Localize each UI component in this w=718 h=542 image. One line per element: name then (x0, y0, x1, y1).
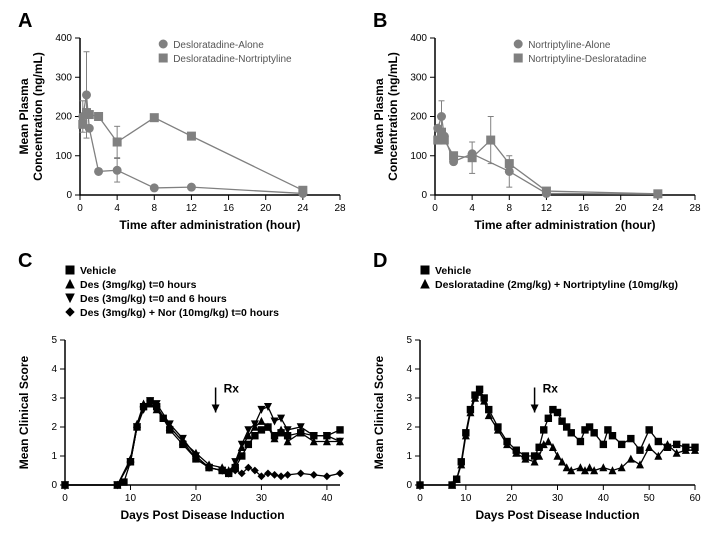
svg-text:8: 8 (152, 203, 158, 214)
panel-d: D 0 10 20 30 40 50 60 0 1 2 3 4 5 Days Post Disease I… (365, 250, 710, 530)
svg-text:0: 0 (62, 493, 68, 504)
svg-text:Des (3mg/kg) + Nor (10mg/kg) t: Des (3mg/kg) + Nor (10mg/kg) t=0 hours (80, 307, 279, 319)
svg-text:Rx: Rx (224, 382, 240, 396)
svg-text:12: 12 (541, 203, 553, 214)
svg-text:0: 0 (421, 190, 427, 201)
svg-text:Vehicle: Vehicle (435, 265, 471, 277)
svg-text:Concentration (ng/mL): Concentration (ng/mL) (386, 52, 400, 181)
svg-text:20: 20 (506, 493, 518, 504)
svg-text:400: 400 (55, 33, 72, 44)
svg-text:Time after administration (hou: Time after administration (hour) (474, 218, 655, 232)
svg-text:Des (3mg/kg) t=0 hours: Des (3mg/kg) t=0 hours (80, 279, 197, 291)
panel-b-chart: 0 4 8 12 16 20 24 28 0 100 200 300 400 Time after adm… (365, 10, 710, 240)
svg-text:4: 4 (51, 364, 57, 375)
svg-text:10: 10 (125, 493, 137, 504)
svg-text:Desloratadine-Alone: Desloratadine-Alone (173, 40, 264, 51)
svg-text:20: 20 (260, 203, 272, 214)
svg-text:200: 200 (410, 112, 427, 123)
svg-text:3: 3 (51, 393, 57, 404)
svg-text:20: 20 (190, 493, 202, 504)
svg-text:Desloratadine-Nortriptyline: Desloratadine-Nortriptyline (173, 54, 292, 65)
svg-text:300: 300 (410, 72, 427, 83)
svg-text:12: 12 (186, 203, 198, 214)
svg-text:10: 10 (460, 493, 472, 504)
panel-c: C 0 10 20 30 40 0 1 2 3 4 5 Days Post Disease Induc… (10, 250, 355, 530)
svg-text:200: 200 (55, 112, 72, 123)
svg-text:0: 0 (432, 203, 438, 214)
svg-text:2: 2 (51, 422, 57, 433)
svg-text:Time after administration (hou: Time after administration (hour) (119, 218, 300, 232)
svg-text:100: 100 (55, 151, 72, 162)
svg-text:30: 30 (552, 493, 564, 504)
svg-text:24: 24 (652, 203, 664, 214)
svg-text:8: 8 (507, 203, 513, 214)
svg-text:300: 300 (55, 72, 72, 83)
panel-d-label: D (373, 250, 387, 273)
svg-text:Vehicle: Vehicle (80, 265, 116, 277)
svg-text:16: 16 (223, 203, 235, 214)
svg-text:400: 400 (410, 33, 427, 44)
svg-text:0: 0 (51, 480, 57, 491)
svg-text:Rx: Rx (543, 382, 559, 396)
svg-text:Nortriptyline-Alone: Nortriptyline-Alone (528, 40, 611, 51)
svg-text:16: 16 (578, 203, 590, 214)
svg-text:Nortriptyline-Desloratadine: Nortriptyline-Desloratadine (528, 54, 647, 65)
panel-c-label: C (18, 250, 32, 273)
svg-text:Days Post Disease Induction: Days Post Disease Induction (475, 508, 639, 522)
svg-text:40: 40 (598, 493, 610, 504)
svg-text:0: 0 (77, 203, 83, 214)
svg-text:0: 0 (406, 480, 412, 491)
svg-text:24: 24 (297, 203, 309, 214)
svg-text:0: 0 (66, 190, 72, 201)
svg-text:28: 28 (334, 203, 346, 214)
svg-text:Desloratadine (2mg/kg) + Nortr: Desloratadine (2mg/kg) + Nortriptyline (… (435, 279, 678, 291)
svg-text:Days Post Disease Induction: Days Post Disease Induction (120, 508, 284, 522)
svg-text:60: 60 (689, 493, 701, 504)
svg-text:Mean Plasma: Mean Plasma (372, 78, 386, 154)
panel-a-label: A (18, 10, 32, 33)
svg-text:2: 2 (406, 422, 412, 433)
svg-text:Mean Clinical Score: Mean Clinical Score (372, 355, 386, 469)
panel-d-chart: 0 10 20 30 40 50 60 0 1 2 3 4 5 Days Post Disease Ind… (365, 250, 710, 530)
svg-text:1: 1 (406, 451, 412, 462)
svg-text:Concentration (ng/mL): Concentration (ng/mL) (31, 52, 45, 181)
panel-c-chart: 0 10 20 30 40 0 1 2 3 4 5 Days Post Disease Inducti… (10, 250, 355, 530)
svg-text:0: 0 (417, 493, 423, 504)
svg-text:5: 5 (51, 335, 57, 346)
svg-text:5: 5 (406, 335, 412, 346)
svg-text:100: 100 (410, 151, 427, 162)
panel-a: A 0 4 8 12 16 20 24 28 0 100 200 300 400 Time after a… (10, 10, 355, 240)
svg-text:4: 4 (114, 203, 120, 214)
svg-text:50: 50 (644, 493, 656, 504)
svg-text:28: 28 (689, 203, 701, 214)
figure-grid: A 04812162024280100200300400Time after a… (10, 10, 708, 530)
svg-text:4: 4 (406, 364, 412, 375)
svg-text:30: 30 (256, 493, 268, 504)
svg-text:Mean Plasma: Mean Plasma (17, 78, 31, 154)
panel-b: B 0 4 8 12 16 20 24 28 0 100 200 300 400 Time after a… (365, 10, 710, 240)
svg-text:Des (3mg/kg) t=0 and 6 hours: Des (3mg/kg) t=0 and 6 hours (80, 293, 227, 305)
svg-text:1: 1 (51, 451, 57, 462)
panel-a-chart: 0 4 8 12 16 20 24 28 0 100 200 300 400 Time after adm… (10, 10, 355, 240)
svg-text:40: 40 (321, 493, 333, 504)
svg-text:20: 20 (615, 203, 627, 214)
svg-text:Mean Clinical Score: Mean Clinical Score (17, 355, 31, 469)
svg-text:3: 3 (406, 393, 412, 404)
panel-b-label: B (373, 10, 387, 33)
svg-text:4: 4 (469, 203, 475, 214)
